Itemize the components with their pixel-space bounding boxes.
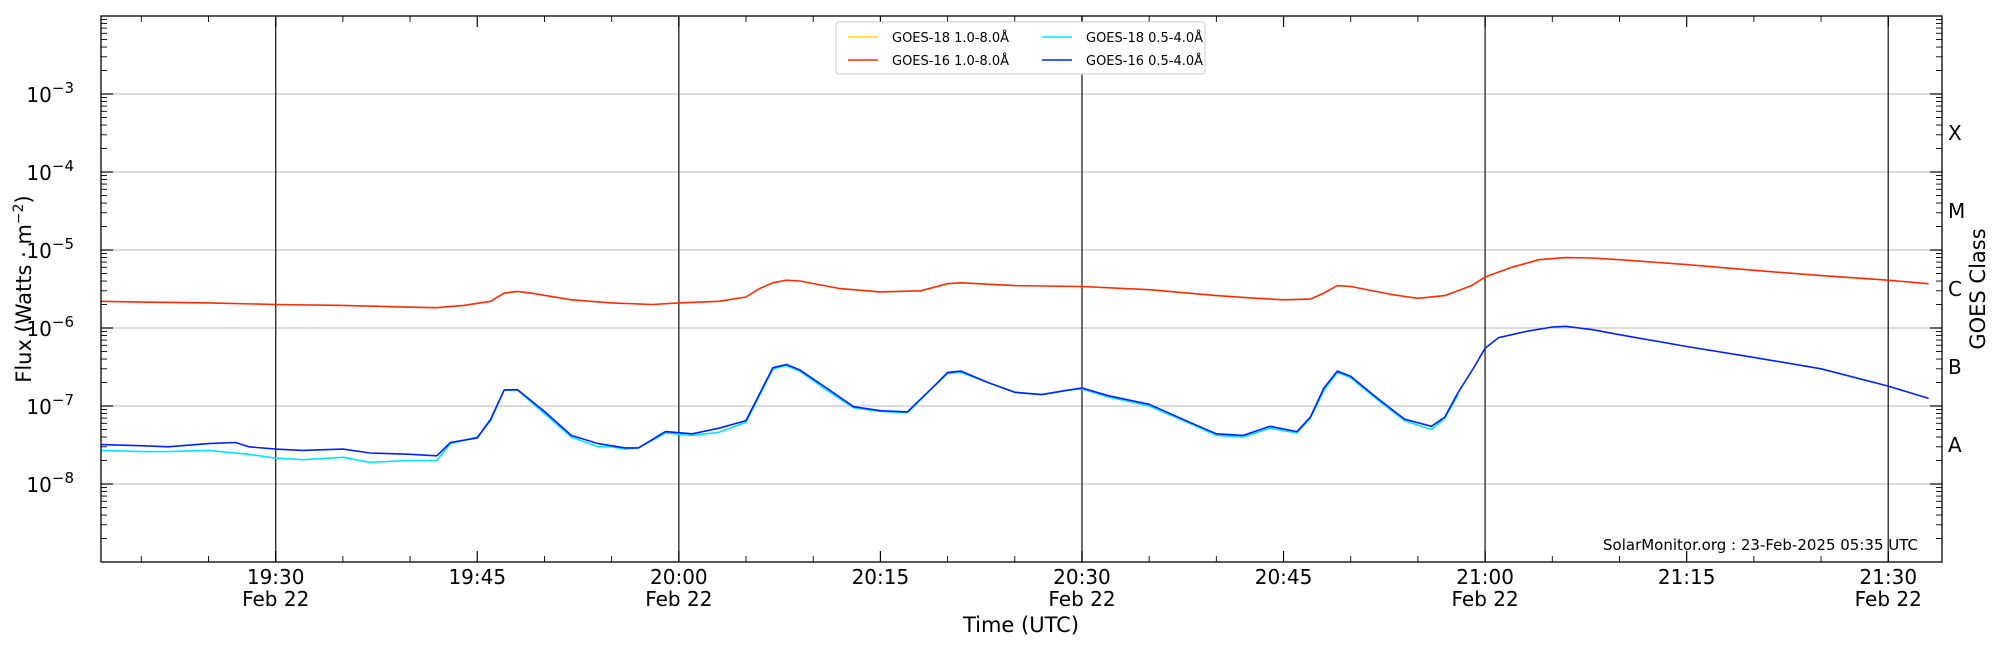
y-tick-label: 10−3 xyxy=(26,79,74,107)
x-axis-title: Time (UTC) xyxy=(962,613,1079,637)
x-tick-label: 19:45 xyxy=(448,565,506,589)
series-line xyxy=(100,364,1459,464)
x-tick-date-label: Feb 22 xyxy=(1048,587,1115,611)
legend-label: GOES-16 0.5-4.0Å xyxy=(1086,53,1203,69)
series-line xyxy=(100,325,1929,457)
goes-class-label: A xyxy=(1948,433,1962,457)
flux-series xyxy=(100,256,1929,464)
right-axis-title: GOES Class xyxy=(1966,228,1990,349)
legend: GOES-18 1.0-8.0Å GOES-16 1.0-8.0Å GOES-18 … xyxy=(835,21,1206,75)
x-tick-date-label: Feb 22 xyxy=(645,587,712,611)
plot-frame xyxy=(100,15,1943,563)
x-tick-label: 20:15 xyxy=(852,565,910,589)
credit-text: SolarMonitor.org : 23-Feb-2025 05:35 UTC xyxy=(1603,536,1918,554)
goes-class-label: C xyxy=(1948,277,1962,301)
y-tick-label: 10−4 xyxy=(26,157,74,185)
x-tick-label: 20:30 xyxy=(1053,565,1111,589)
legend-box xyxy=(835,21,1206,75)
axis-ticks xyxy=(101,16,1942,562)
x-tick-date-label: Feb 22 xyxy=(242,587,309,611)
x-tick-date-label: Feb 22 xyxy=(1855,587,1922,611)
legend-label: GOES-18 1.0-8.0Å xyxy=(892,30,1009,46)
grid-lines xyxy=(101,93,1942,485)
goes-class-labels: A B C M X xyxy=(1948,121,1965,457)
x-tick-label: 20:00 xyxy=(650,565,708,589)
x-tick-label: 21:00 xyxy=(1456,565,1514,589)
y-axis-title: Flux (Watts · m−2) xyxy=(11,195,36,383)
x-tick-label: 21:30 xyxy=(1859,565,1917,589)
goes-class-label: M xyxy=(1948,199,1965,223)
x-tick-label: 19:30 xyxy=(247,565,305,589)
series-line xyxy=(100,256,1929,309)
goes-class-label: X xyxy=(1948,121,1962,145)
y-tick-labels: 10−8 10−7 10−6 10−5 10−4 10−3 xyxy=(26,79,74,497)
x-tick-label: 20:45 xyxy=(1255,565,1313,589)
y-tick-label: 10−6 xyxy=(26,313,74,341)
y-tick-label: 10−8 xyxy=(26,469,74,497)
legend-label: GOES-16 1.0-8.0Å xyxy=(892,53,1009,69)
goes-class-label: B xyxy=(1948,355,1962,379)
x-tick-date-label: Feb 22 xyxy=(1452,587,1519,611)
day-markers xyxy=(274,16,1889,562)
x-tick-label: 21:15 xyxy=(1658,565,1716,589)
y-tick-label: 10−7 xyxy=(26,391,74,419)
legend-label: GOES-18 0.5-4.0Å xyxy=(1086,30,1203,46)
y-tick-label: 10−5 xyxy=(26,235,74,263)
